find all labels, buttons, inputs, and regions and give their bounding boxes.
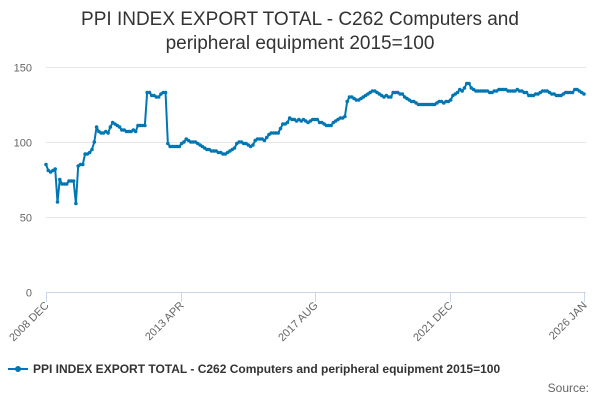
- data-point[interactable]: [467, 81, 471, 86]
- source-credit[interactable]: Source:: [547, 381, 589, 395]
- legend-item-label[interactable]: PPI INDEX EXPORT TOTAL - C262 Computers …: [33, 362, 501, 376]
- chart-title: PPI INDEX EXPORT TOTAL - C262 Computers …: [0, 8, 600, 56]
- data-point[interactable]: [329, 123, 333, 128]
- data-point[interactable]: [166, 141, 170, 146]
- data-point[interactable]: [400, 92, 405, 96]
- series-line: [45, 82, 585, 205]
- data-point[interactable]: [276, 131, 281, 135]
- data-point[interactable]: [44, 162, 48, 167]
- data-point[interactable]: [106, 131, 110, 135]
- x-tick-label: 2017 AUG: [276, 300, 320, 344]
- data-point[interactable]: [117, 125, 122, 129]
- data-point[interactable]: [147, 90, 152, 95]
- data-point[interactable]: [64, 182, 69, 186]
- grid-lines: [46, 67, 586, 218]
- data-point[interactable]: [460, 89, 464, 93]
- chart-title-line-2: peripheral equipment 2015=100: [165, 33, 435, 54]
- data-point[interactable]: [163, 90, 168, 95]
- chart-title-line-1: PPI INDEX EXPORT TOTAL - C262 Computers …: [81, 9, 519, 30]
- data-point[interactable]: [343, 114, 347, 119]
- data-point[interactable]: [133, 129, 138, 134]
- data-point[interactable]: [455, 90, 460, 95]
- data-point[interactable]: [264, 135, 269, 140]
- legend-marker-icon: [8, 363, 28, 375]
- data-point[interactable]: [94, 125, 99, 129]
- data-point[interactable]: [462, 86, 467, 90]
- data-point[interactable]: [74, 201, 78, 206]
- data-point[interactable]: [57, 177, 62, 182]
- x-tick-label: 2026 JAN: [547, 300, 590, 343]
- data-point[interactable]: [182, 140, 186, 144]
- y-tick-label: 100: [14, 138, 32, 150]
- data-point[interactable]: [87, 150, 92, 155]
- data-point[interactable]: [53, 167, 57, 171]
- data-point[interactable]: [156, 95, 161, 99]
- data-point[interactable]: [315, 117, 320, 122]
- data-point[interactable]: [80, 162, 85, 167]
- data-point[interactable]: [570, 90, 575, 95]
- series-layer: [44, 81, 586, 206]
- data-point[interactable]: [232, 146, 237, 150]
- data-point[interactable]: [90, 147, 94, 152]
- data-point[interactable]: [55, 200, 60, 204]
- data-point[interactable]: [278, 126, 283, 131]
- data-point[interactable]: [108, 125, 113, 129]
- data-point[interactable]: [262, 138, 267, 143]
- data-point[interactable]: [524, 90, 529, 95]
- data-point[interactable]: [389, 95, 393, 99]
- data-point[interactable]: [92, 140, 97, 144]
- tick-labels: 0 50 100 150 2008 DEC 2013 APR 2017 AUG 2021 DE…: [7, 63, 589, 345]
- axes: [46, 292, 586, 302]
- data-point[interactable]: [582, 92, 586, 96]
- data-point[interactable]: [345, 99, 349, 104]
- data-point[interactable]: [251, 143, 255, 147]
- y-tick-label: 50: [20, 213, 32, 225]
- data-point[interactable]: [285, 120, 290, 125]
- x-tick-label: 2008 DEC: [7, 300, 51, 344]
- x-tick-label: 2013 APR: [143, 300, 187, 344]
- x-tick-label: 2021 DEC: [411, 300, 455, 344]
- y-tick-label: 150: [14, 63, 32, 75]
- legend[interactable]: PPI INDEX EXPORT TOTAL - C262 Computers …: [8, 362, 600, 376]
- data-point[interactable]: [177, 144, 182, 149]
- data-point[interactable]: [143, 123, 147, 128]
- data-point[interactable]: [448, 98, 453, 102]
- y-tick-label: 0: [26, 288, 32, 300]
- data-point[interactable]: [71, 179, 76, 183]
